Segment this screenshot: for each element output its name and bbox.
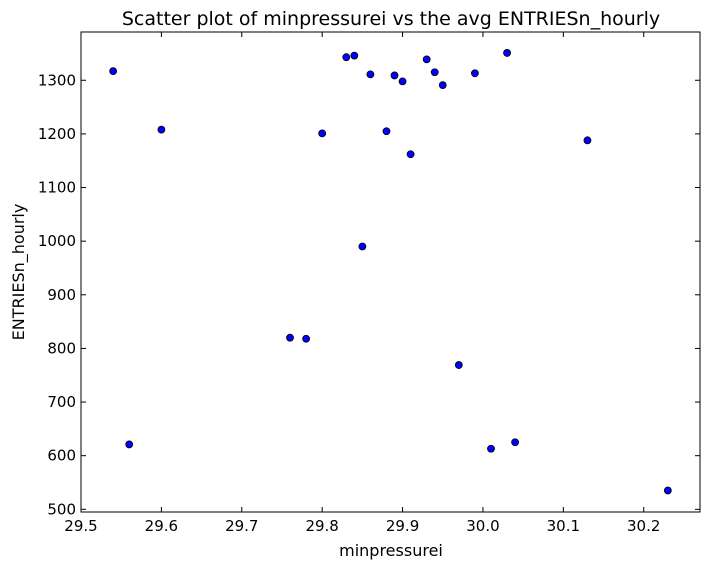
x-axis-label: minpressurei [339,541,443,560]
data-point [398,77,407,86]
data-point [157,125,166,134]
x-tick-label: 29.8 [305,517,338,535]
data-point [583,136,592,145]
x-tick-label: 30.1 [547,517,580,535]
x-tick-label: 29.6 [145,517,178,535]
y-tick-label: 900 [47,286,76,304]
y-tick-label: 600 [47,447,76,465]
data-point [406,150,415,159]
data-point [487,444,495,453]
y-tick-label: 800 [47,339,76,357]
plot-frame [80,31,701,513]
data-point [422,55,431,64]
data-point [390,71,399,80]
y-tick-label: 1300 [38,71,76,89]
data-point [454,361,463,369]
data-point [125,440,134,449]
data-point [286,333,294,342]
x-tick-label: 29.5 [64,517,97,535]
x-tick-label: 29.7 [225,517,258,535]
data-point [511,438,520,447]
y-axis-label: ENTRIESn_hourly [9,204,29,341]
data-point [302,334,310,343]
data-point [318,129,327,138]
data-point [471,69,479,78]
x-tick-label: 30.0 [466,517,499,535]
y-axis: 500 600 700 800 900 1000 1100 1200 1300 [38,71,700,518]
y-tick-label: 500 [47,500,76,518]
y-tick-label: 700 [47,393,76,411]
y-tick-label: 1100 [38,179,76,197]
x-tick-label: 29.9 [386,517,419,535]
data-point [358,242,367,251]
data-point [342,53,351,62]
x-axis: 29.5 29.6 29.7 29.8 29.9 30.0 30.1 30.2 [64,32,660,535]
y-tick-label: 1200 [38,125,76,143]
data-point [366,70,375,79]
data-point [350,51,359,60]
data-point [430,68,439,77]
plot-area [109,49,672,495]
data-point [663,486,672,495]
data-point [382,127,391,136]
data-point [109,67,118,76]
y-tick-label: 1000 [38,232,76,250]
chart-title: Scatter plot of minpressurei vs the avg … [122,8,660,30]
data-point [438,81,447,89]
x-tick-label: 30.2 [627,517,660,535]
data-point [503,49,511,57]
